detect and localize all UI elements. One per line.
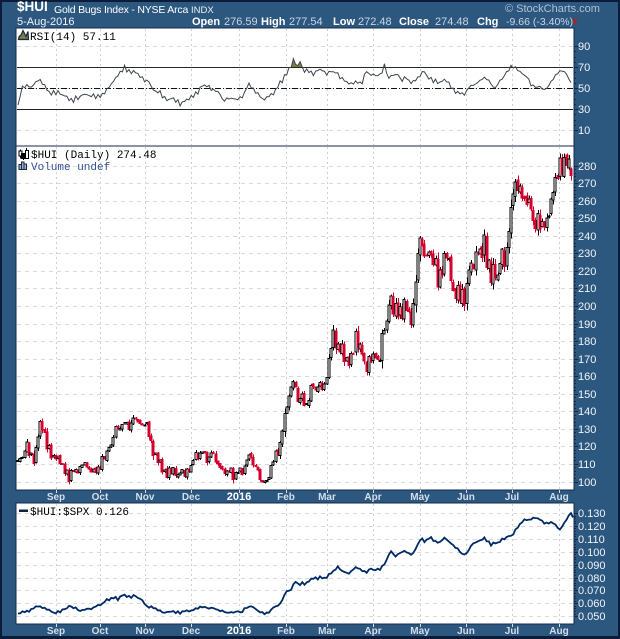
svg-text:50: 50 [578,83,590,95]
svg-text:Feb: Feb [277,626,295,637]
svg-text:250: 250 [578,213,596,225]
svg-text:0.120: 0.120 [578,521,606,533]
svg-text:Nov: Nov [136,492,155,503]
svg-text:70: 70 [578,62,590,74]
svg-text:Oct: Oct [92,492,109,503]
svg-text:0.060: 0.060 [578,598,606,610]
svg-text:270: 270 [578,178,596,190]
svg-text:Aug: Aug [549,492,568,503]
svg-text:240: 240 [578,231,596,243]
svg-text:May: May [410,492,430,503]
svg-text:Oct: Oct [92,626,109,637]
svg-text:Jun: Jun [457,626,475,637]
svg-text:Mar: Mar [318,626,336,637]
svg-text:150: 150 [578,389,596,401]
svg-text:Jun: Jun [457,492,475,503]
svg-text:220: 220 [578,266,596,278]
svg-text:Feb: Feb [277,492,295,503]
svg-text:260: 260 [578,196,596,208]
svg-text:2016: 2016 [227,491,251,503]
svg-text:$HUI:$SPX 0.126: $HUI:$SPX 0.126 [30,507,129,519]
svg-text:0.050: 0.050 [578,611,606,623]
svg-text:0.080: 0.080 [578,573,606,585]
svg-text:Jul: Jul [505,492,520,503]
svg-text:0.070: 0.070 [578,585,606,597]
svg-text:110: 110 [578,459,596,471]
svg-text:180: 180 [578,336,596,348]
svg-text:Nov: Nov [136,626,155,637]
svg-text:30: 30 [578,104,590,116]
svg-text:230: 230 [578,248,596,260]
svg-text:$HUI (Daily) 274.48: $HUI (Daily) 274.48 [31,150,156,162]
svg-text:Jul: Jul [505,626,520,637]
svg-text:RSI(14) 57.11: RSI(14) 57.11 [30,32,116,44]
svg-text:0.100: 0.100 [578,547,606,559]
svg-text:Dec: Dec [182,492,201,503]
svg-text:90: 90 [578,41,590,53]
svg-text:0.130: 0.130 [578,508,606,520]
svg-text:0.090: 0.090 [578,560,606,572]
svg-text:120: 120 [578,441,596,453]
svg-text:Volume undef: Volume undef [31,162,110,174]
svg-text:130: 130 [578,424,596,436]
svg-text:200: 200 [578,301,596,313]
svg-text:140: 140 [578,406,596,418]
svg-text:210: 210 [578,283,596,295]
svg-text:160: 160 [578,371,596,383]
svg-text:190: 190 [578,319,596,331]
svg-text:Apr: Apr [364,626,381,637]
svg-text:Aug: Aug [549,626,568,637]
svg-text:100: 100 [578,477,596,489]
svg-text:0.110: 0.110 [578,534,605,546]
svg-text:Sep: Sep [47,626,65,637]
svg-text:Dec: Dec [182,626,201,637]
svg-text:10: 10 [578,125,590,137]
svg-text:170: 170 [578,354,596,366]
svg-text:Sep: Sep [47,492,65,503]
svg-text:280: 280 [578,161,596,173]
svg-text:Mar: Mar [318,492,336,503]
svg-text:Apr: Apr [364,492,381,503]
svg-text:May: May [410,626,430,637]
svg-text:2016: 2016 [227,625,251,637]
